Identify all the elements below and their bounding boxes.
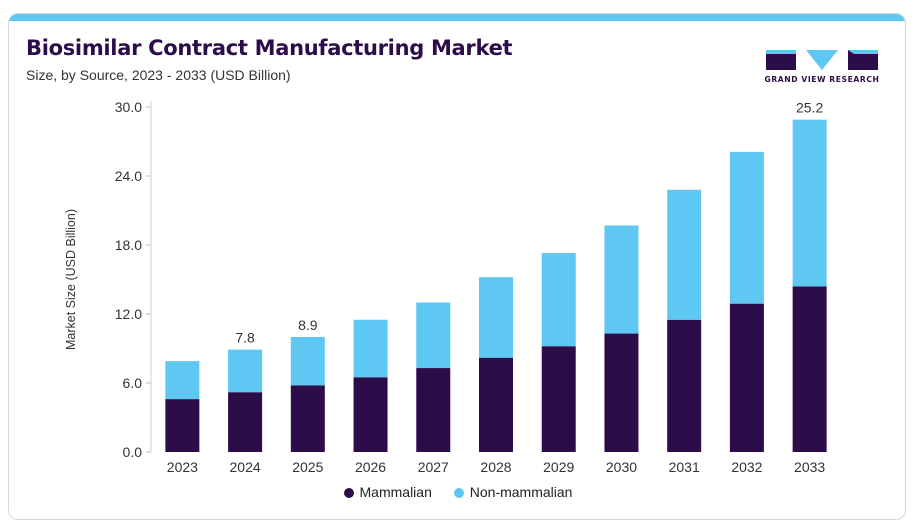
bar-non-mammalian-2027: [416, 302, 451, 369]
brand-logo: GRAND VIEW RESEARCH: [758, 40, 886, 90]
bar-mammalian-2028: [479, 357, 513, 452]
y-tick-label: 18.0: [115, 237, 142, 253]
bar-non-mammalian-2030: [604, 225, 639, 334]
x-tick-label: 2030: [606, 459, 637, 475]
chart-card: Biosimilar Contract Manufacturing Market…: [8, 13, 906, 520]
y-tick-label: 24.0: [115, 168, 142, 184]
chart-title: Biosimilar Contract Manufacturing Market: [26, 36, 513, 60]
bar-non-mammalian-2028: [479, 277, 513, 358]
stacked-bar-chart: 0.0 6.0 12.0 18.0 24.0 30.0 Market Size (USD B…: [64, 99, 827, 475]
bar-mammalian-2030: [604, 333, 639, 452]
bar-mammalian-2032: [729, 303, 764, 452]
y-tick-label: 30.0: [115, 99, 142, 115]
legend-item-mammalian: Mammalian: [343, 484, 432, 500]
x-tick-label: 2033: [794, 459, 825, 475]
bar-mammalian-2031: [667, 319, 702, 452]
bar-non-mammalian-2025: [290, 337, 325, 386]
x-tick-label: 2029: [543, 459, 574, 475]
bar-non-mammalian-2033: [792, 119, 827, 287]
bar-mammalian-2029: [541, 346, 576, 452]
data-label: 8.9: [298, 317, 318, 333]
legend-label: Mammalian: [359, 484, 432, 500]
logo-mark-icon: [766, 50, 878, 70]
x-tick-label: 2032: [731, 459, 762, 475]
x-tick-label: 2025: [292, 459, 323, 475]
x-tick-label: 2031: [669, 459, 700, 475]
bar-mammalian-2023: [165, 399, 200, 452]
x-tick-label: 2027: [418, 459, 449, 475]
legend-item-non-mammalian: Non-mammalian: [453, 484, 573, 500]
data-label: 7.8: [235, 330, 255, 346]
bar-mammalian-2024: [228, 392, 263, 452]
bar-mammalian-2025: [290, 385, 325, 452]
chart-subtitle: Size, by Source, 2023 - 2033 (USD Billio…: [26, 67, 291, 83]
y-tick-label: 12.0: [115, 306, 142, 322]
y-axis-title: Market Size (USD Billion): [64, 209, 78, 350]
x-tick-label: 2028: [480, 459, 511, 475]
logo-text: GRAND VIEW RESEARCH: [764, 75, 880, 84]
bar-non-mammalian-2032: [729, 151, 764, 304]
bar-mammalian-2026: [353, 377, 388, 452]
x-tick-label: 2023: [167, 459, 198, 475]
chart-legend: Mammalian Non-mammalian: [9, 484, 905, 500]
accent-bar: [9, 14, 905, 21]
legend-label: Non-mammalian: [469, 484, 573, 500]
legend-dot-non-mammalian: [453, 488, 464, 498]
x-tick-label: 2026: [355, 459, 386, 475]
bar-non-mammalian-2026: [353, 319, 388, 378]
legend-dot-mammalian: [343, 488, 354, 498]
bar-mammalian-2027: [416, 368, 451, 452]
bar-non-mammalian-2024: [228, 349, 263, 393]
y-tick-label: 6.0: [123, 375, 143, 391]
bar-non-mammalian-2023: [165, 361, 200, 400]
x-tick-label: 2024: [230, 459, 261, 475]
bar-non-mammalian-2031: [667, 189, 702, 320]
bar-non-mammalian-2029: [541, 253, 576, 347]
data-label: 25.2: [796, 100, 823, 116]
bar-mammalian-2033: [792, 286, 827, 452]
y-tick-label: 0.0: [123, 444, 143, 460]
